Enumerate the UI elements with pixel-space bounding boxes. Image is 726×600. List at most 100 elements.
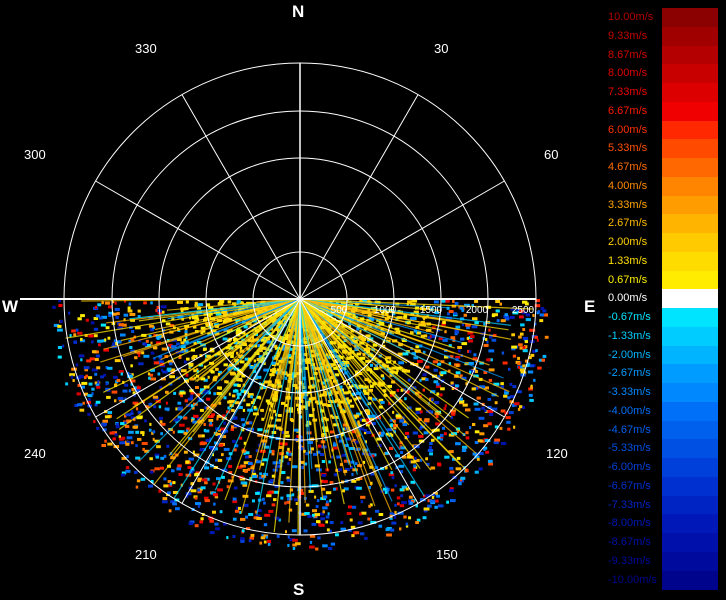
echo-cell: [248, 513, 254, 516]
echo-cell: [341, 453, 347, 457]
echo-cell: [251, 302, 256, 306]
echo-cell: [317, 444, 322, 448]
echo-cell: [517, 356, 520, 360]
echo-cell: [422, 350, 426, 354]
echo-cell: [494, 438, 500, 442]
echo-cell: [351, 505, 357, 509]
echo-cell: [398, 464, 405, 468]
echo-cell: [148, 428, 152, 432]
echo-cell: [185, 300, 189, 304]
echo-cell: [309, 534, 316, 538]
echo-cell: [330, 376, 334, 380]
echo-cell: [130, 416, 137, 420]
echo-cell: [245, 515, 248, 519]
echo-cell: [427, 504, 432, 508]
echo-cell: [353, 414, 360, 418]
echo-cell: [118, 398, 123, 402]
echo-cell: [114, 383, 118, 387]
echo-cell: [433, 368, 438, 372]
echo-streak: [299, 298, 352, 468]
echo-cell: [312, 513, 315, 517]
echo-cell: [236, 351, 239, 355]
echo-cell: [233, 338, 236, 341]
echo-cell: [259, 386, 264, 390]
echo-cell: [386, 315, 391, 319]
radar-display: 500 1000 1500 2000 2500: [20, 62, 549, 551]
echo-cell: [496, 319, 500, 323]
echo-cell: [138, 354, 141, 358]
echo-cell: [301, 392, 305, 396]
echo-cell: [160, 466, 165, 470]
echo-cell: [132, 425, 138, 429]
compass-south-label: S: [293, 580, 305, 599]
echo-cell: [315, 505, 319, 508]
legend-row: 3.33m/s: [604, 195, 718, 215]
echo-cell: [261, 417, 265, 421]
echo-cell: [287, 535, 290, 539]
echo-cell: [232, 439, 235, 443]
echo-cell: [436, 392, 440, 396]
echo-cell: [365, 409, 370, 413]
echo-cell: [212, 493, 218, 497]
echo-cell: [475, 359, 478, 363]
echo-cell: [143, 301, 147, 305]
echo-cell: [214, 495, 219, 499]
echo-cell: [183, 360, 187, 364]
echo-cell: [394, 327, 400, 331]
echo-cell: [93, 420, 96, 424]
echo-cell: [230, 428, 234, 431]
echo-cell: [495, 309, 500, 313]
echo-cell: [160, 305, 167, 309]
echo-cell: [411, 299, 418, 303]
echo-cell: [444, 330, 447, 334]
echo-cell: [467, 331, 474, 335]
echo-cell: [501, 351, 505, 355]
echo-cell: [459, 374, 463, 378]
echo-cell: [465, 382, 468, 386]
echo-cell: [407, 452, 410, 456]
echo-cell: [356, 352, 362, 356]
echo-cell: [422, 516, 427, 520]
echo-cell: [370, 363, 373, 367]
echo-cell: [511, 347, 516, 351]
echo-cell: [302, 395, 305, 399]
echo-cell: [356, 477, 360, 481]
echo-cell: [312, 509, 317, 513]
echo-cell: [409, 501, 414, 505]
bearing-label-60: 60: [544, 147, 559, 162]
echo-cell: [325, 491, 332, 495]
echo-cell: [512, 385, 517, 389]
echo-cell: [291, 493, 295, 497]
echo-cell: [346, 401, 351, 405]
echo-cell: [415, 407, 422, 411]
echo-cell: [433, 300, 439, 304]
echo-cell: [149, 457, 153, 461]
echo-cell: [474, 299, 479, 303]
echo-cell: [241, 343, 248, 347]
echo-cell: [431, 398, 434, 402]
echo-cell: [142, 433, 145, 436]
echo-cell: [401, 501, 407, 504]
echo-cell: [449, 466, 454, 470]
echo-cell: [486, 358, 491, 362]
echo-cell: [76, 392, 81, 396]
echo-cell: [434, 311, 439, 315]
echo-cell: [222, 337, 228, 341]
echo-cell: [382, 487, 388, 491]
echo-cell: [69, 373, 75, 377]
echo-cell: [160, 310, 165, 314]
echo-cell: [390, 471, 394, 475]
echo-streak: [299, 298, 509, 331]
echo-cell: [189, 520, 195, 524]
echo-cell: [192, 450, 195, 454]
echo-cell: [396, 416, 402, 420]
echo-cell: [194, 301, 198, 305]
echo-cell: [399, 399, 403, 403]
echo-cell: [411, 352, 416, 356]
echo-cell: [504, 317, 510, 321]
echo-cell: [140, 431, 145, 435]
echo-cell: [103, 373, 107, 377]
echo-cell: [192, 325, 197, 329]
echo-cell: [402, 420, 406, 424]
echo-cell: [275, 327, 280, 331]
